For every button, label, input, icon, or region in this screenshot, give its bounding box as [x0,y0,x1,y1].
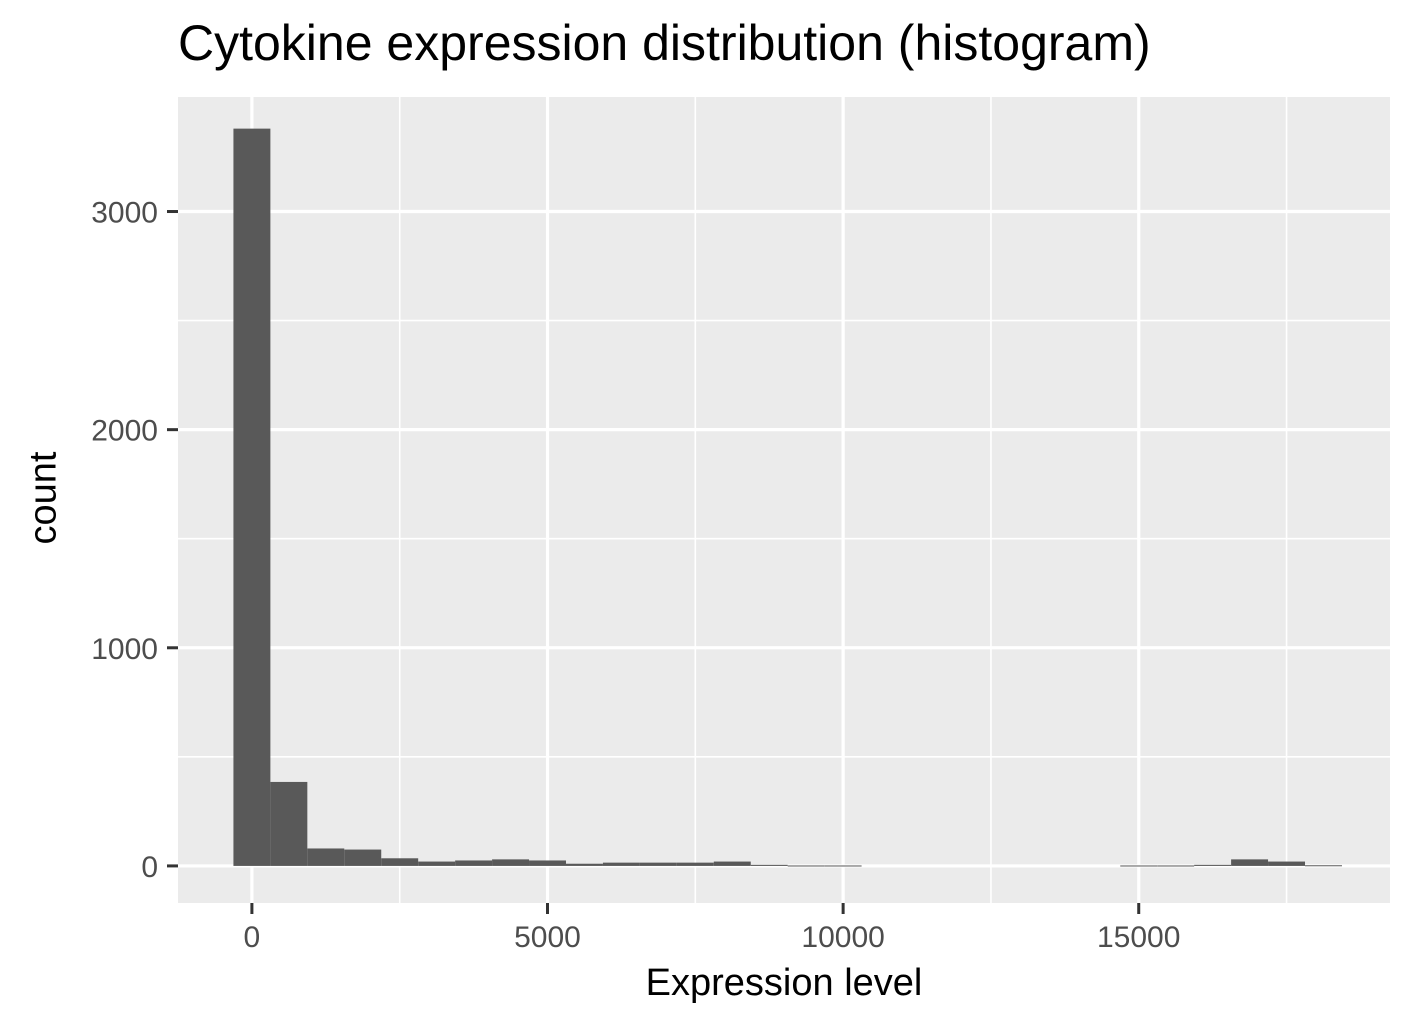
y-axis-label: count [22,451,65,545]
histogram-bar [529,860,566,866]
histogram-bar [1231,859,1269,866]
histogram-bar [233,128,271,866]
histogram-bar [492,859,530,866]
axis-ticks [167,210,1141,914]
histogram-bar [270,781,308,866]
histogram-bar [381,858,419,866]
y-tick-label: 2000 [91,415,158,448]
histogram-bar [565,863,603,866]
histogram-bar [602,862,640,866]
plot-panel [178,97,1390,903]
x-tick-label: 15000 [1097,921,1180,954]
histogram-bar [787,865,825,867]
x-axis-label: Expression level [645,962,923,1004]
x-tick-label: 0 [244,921,261,954]
histogram-bar [1194,864,1232,866]
histogram-bar [639,862,677,866]
histogram-bar [824,865,862,867]
y-tick-label: 0 [141,851,158,884]
histogram-bars [233,128,1342,867]
histogram-bar [418,861,456,866]
histogram-bar [713,861,751,866]
histogram-bar [455,860,493,866]
histogram-bar [750,864,788,866]
x-tick-label: 5000 [514,921,581,954]
histogram-bar [1157,865,1195,867]
minor-gridlines [178,97,1390,903]
histogram-bar [1268,861,1306,866]
x-tick-label: 10000 [801,921,884,954]
y-tick-label: 1000 [91,633,158,666]
histogram-bar [1305,865,1342,867]
axis-tick-labels: 0 1000 2000 3000 0 5000 10000 15000 [91,197,1180,954]
histogram-bar [344,849,382,866]
histogram-bar [676,862,714,866]
histogram-bar [307,848,345,866]
y-tick-label: 3000 [91,197,158,230]
chart-title: Cytokine expression distribution (histog… [178,15,1151,71]
histogram-bar [1120,865,1158,867]
